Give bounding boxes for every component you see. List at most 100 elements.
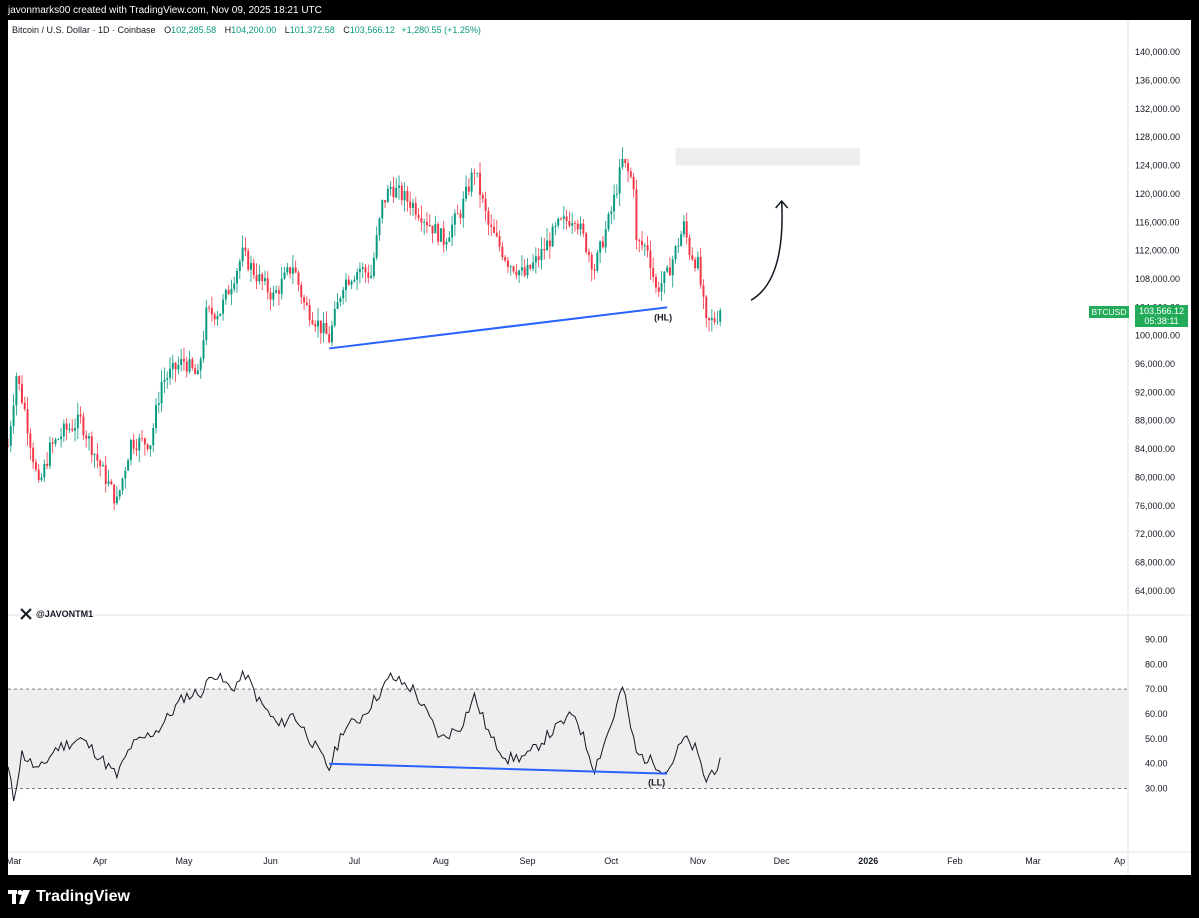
candle-body [627,163,630,172]
candle-body [171,362,174,369]
handle-text: @JAVONTM1 [36,609,94,619]
candle-body [143,438,146,445]
candle-body [487,211,490,225]
time-axis-tick: Sep [519,856,535,866]
candle-body [649,250,652,269]
candle-body [331,325,333,343]
candle-body [719,310,722,322]
candle-body [43,463,46,478]
candle-body [169,368,171,378]
rsi-axis-tick: 70.00 [1145,684,1168,694]
candle-body [520,267,523,271]
price-axis-tick: 84,000.00 [1135,444,1175,454]
candle-body [188,359,191,372]
candle-body [205,307,208,341]
candle-body [590,254,593,270]
candle-body [445,241,448,245]
symbol-label[interactable]: Bitcoin / U.S. Dollar · 1D · Coinbase [12,25,156,35]
candle-body [303,297,306,303]
candle-body [210,308,213,315]
candle-body [247,250,250,270]
candle-body [571,223,574,226]
candle-body [166,377,169,380]
candle-body [121,478,124,491]
candle-body [423,221,426,223]
price-axis-tick: 128,000.00 [1135,132,1180,142]
close-value: 103,566.12 [349,25,395,35]
price-axis-tick: 80,000.00 [1135,472,1175,482]
candle-body [437,224,440,242]
candle-body [18,376,21,384]
candle-body [398,185,400,188]
time-axis-tick: Mar [8,856,21,866]
candle-body [685,221,688,238]
candle-body [459,213,462,218]
price-axis-tick: 76,000.00 [1135,501,1175,511]
change-value: +1,280.55 (+1.25%) [401,25,481,35]
candle-body [708,317,711,321]
candle-body [76,414,79,429]
tradingview-logo-text: TradingView [36,888,130,905]
candle-body [629,171,632,177]
candle-body [88,436,90,439]
ll-label: (LL) [648,778,665,788]
candle-body [317,320,320,327]
candle-body [353,279,356,282]
candle-body [280,278,283,294]
candle-body [68,428,71,430]
candle-body [632,176,635,190]
candle-body [129,439,132,461]
candle-body [406,191,409,202]
open-label: O [164,25,172,35]
candle-body [490,224,493,227]
price-axis-tick: 140,000.00 [1135,47,1180,57]
candle-body [101,465,104,467]
rsi-axis-tick: 40.00 [1145,759,1168,769]
candle-body [465,186,468,199]
candle-body [456,213,459,215]
price-axis-tick: 124,000.00 [1135,161,1180,171]
candle-body [191,359,194,369]
candle-body [51,442,54,444]
candle-body [610,211,613,214]
tradingview-logo[interactable]: TradingView [8,888,130,906]
candle-body [546,240,549,251]
candle-body [599,241,602,253]
candle-body [314,324,317,327]
candle-body [448,237,451,242]
candle-body [99,460,102,467]
candle-body [694,259,697,269]
candle-body [367,272,370,278]
candle-body [118,490,121,497]
candle-body [439,228,442,242]
price-trendline [329,306,668,350]
candle-body [347,279,350,285]
candle-body [668,267,671,276]
candle-body [90,436,93,456]
price-badge: 103,566.12 05:38:11 [1135,305,1188,327]
candle-body [431,225,434,234]
candle-body [26,409,29,434]
candle-body [574,223,576,224]
candle-body [565,216,568,221]
candle-body [428,225,431,226]
candle-body [688,237,691,256]
chart-panel[interactable]: 140,000.00 136,000.00 132,000.00 128,000.00… [8,20,1191,875]
candle-body [576,223,579,230]
chart-svg[interactable]: 140,000.00 136,000.00 132,000.00 128,000.00… [8,20,1191,875]
candle-body [596,252,599,271]
candle-body [224,289,227,300]
candle-body [182,358,185,362]
candle-body [381,200,384,219]
rsi-axis-tick: 80.00 [1145,659,1168,669]
candle-body [506,260,509,267]
candle-body [138,437,141,451]
high-label: H [224,25,232,35]
candle-body [470,172,473,192]
price-axis-tick: 120,000.00 [1135,189,1180,199]
candle-body [434,224,437,234]
candle-body [479,172,481,195]
candle-body [277,290,280,294]
candle-body [696,256,699,269]
candle-body [37,469,40,480]
